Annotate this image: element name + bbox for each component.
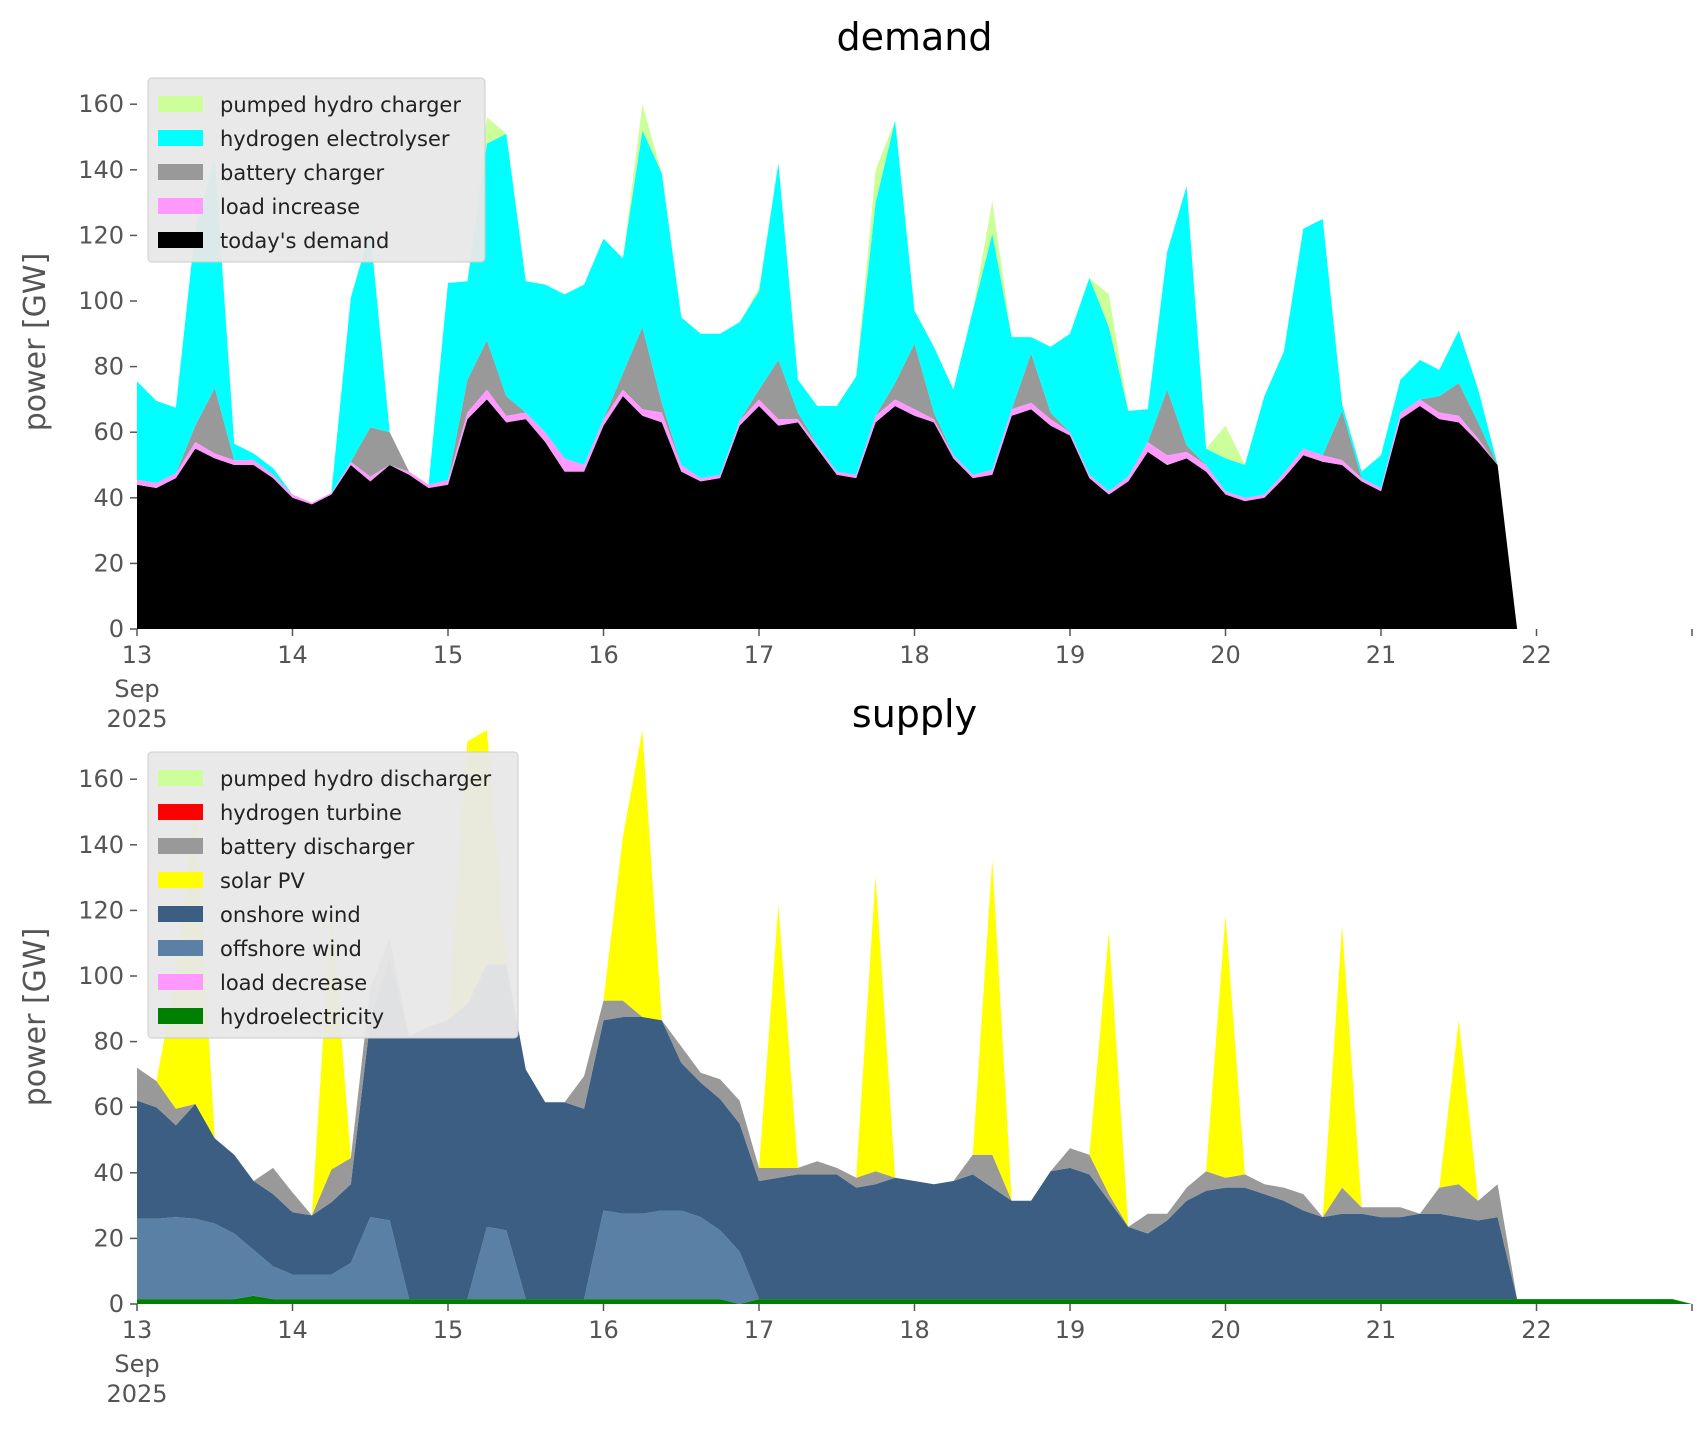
x-tick-label: 15 bbox=[433, 641, 464, 669]
y-tick-label: 160 bbox=[78, 90, 124, 118]
area-onshore-wind bbox=[137, 958, 1692, 1304]
y-tick-label: 20 bbox=[93, 549, 124, 577]
y-tick-label: 160 bbox=[78, 765, 124, 793]
legend-swatch-today-s-demand bbox=[158, 232, 203, 248]
supply-panel: supply 0 20 40 60 80 100 120 140 160 power [GW] 13 S… bbox=[18, 692, 1693, 1408]
legend-swatch-onshore-wind bbox=[158, 906, 203, 922]
y-tick-label: 120 bbox=[78, 896, 124, 924]
y-tick-label: 100 bbox=[78, 287, 124, 315]
x-tick-label: 22 bbox=[1521, 641, 1552, 669]
y-tick-label: 120 bbox=[78, 221, 124, 249]
area-hydroelectricity bbox=[137, 1295, 1692, 1304]
x-tick-label: 21 bbox=[1366, 641, 1397, 669]
x-tick-label: 18 bbox=[899, 1316, 930, 1344]
legend-label-solar-pv: solar PV bbox=[220, 869, 305, 893]
y-axis: 0 20 40 60 80 100 120 140 160 bbox=[78, 765, 137, 1318]
legend-box bbox=[147, 77, 486, 263]
legend-label-battery-charger: battery charger bbox=[220, 161, 385, 185]
legend-swatch-hydrogen-electrolyser bbox=[158, 130, 203, 146]
legend: pumped hydro discharger hydrogen turbine b… bbox=[147, 751, 519, 1039]
series-areas bbox=[137, 730, 1692, 1304]
area-hydrogen-electrolyser bbox=[137, 120, 1692, 629]
x-tick-label: 20 bbox=[1210, 1316, 1241, 1344]
y-tick-label: 140 bbox=[78, 831, 124, 859]
legend-label-hydrogen-electrolyser: hydrogen electrolyser bbox=[220, 127, 450, 151]
legend-swatch-hydrogen-turbine bbox=[158, 804, 203, 820]
legend-swatch-pumped-hydro-charger bbox=[158, 96, 203, 112]
legend-label-pumped-hydro-charger: pumped hydro charger bbox=[220, 93, 461, 117]
area-load-increase bbox=[137, 389, 1692, 629]
chart-title: demand bbox=[836, 15, 992, 59]
x-tick-label: 17 bbox=[744, 641, 775, 669]
area-battery-charger bbox=[137, 327, 1692, 629]
x-tick-label: 22 bbox=[1521, 1316, 1552, 1344]
chart-title: supply bbox=[852, 692, 977, 736]
legend-swatch-hydroelectricity bbox=[158, 1008, 203, 1024]
x-tick-label: 20 bbox=[1210, 641, 1241, 669]
x-tick-sublabel: Sep bbox=[114, 675, 159, 703]
legend-label-load-decrease: load decrease bbox=[220, 971, 367, 995]
y-tick-label: 100 bbox=[78, 962, 124, 990]
y-tick-label: 40 bbox=[93, 484, 124, 512]
x-tick-label: 16 bbox=[588, 641, 619, 669]
legend-swatch-solar-pv bbox=[158, 872, 203, 888]
demand-panel: demand 0 20 40 60 80 100 120 140 160 power [GW] 13 S… bbox=[18, 15, 1693, 733]
area-today-s-demand bbox=[137, 396, 1692, 629]
legend-label-onshore-wind: onshore wind bbox=[220, 903, 361, 927]
series-areas bbox=[137, 104, 1692, 629]
legend-label-hydrogen-turbine: hydrogen turbine bbox=[220, 801, 402, 825]
legend-label-battery-discharger: battery discharger bbox=[220, 835, 415, 859]
y-axis: 0 20 40 60 80 100 120 140 160 bbox=[78, 90, 137, 643]
x-tick-label: 14 bbox=[277, 641, 308, 669]
x-tick-sublabel: 2025 bbox=[106, 705, 167, 733]
legend-label-load-increase: load increase bbox=[220, 195, 360, 219]
y-axis-label: power [GW] bbox=[18, 928, 53, 1107]
y-tick-label: 40 bbox=[93, 1159, 124, 1187]
x-tick-label: 18 bbox=[899, 641, 930, 669]
legend-swatch-offshore-wind bbox=[158, 940, 203, 956]
area-offshore-wind bbox=[137, 1210, 1692, 1304]
x-tick-label: 14 bbox=[277, 1316, 308, 1344]
y-tick-label: 80 bbox=[93, 353, 124, 381]
legend-label-hydroelectricity: hydroelectricity bbox=[220, 1005, 384, 1029]
x-tick-sublabel: 2025 bbox=[106, 1380, 167, 1408]
x-tick-label: 19 bbox=[1055, 641, 1086, 669]
legend-label-offshore-wind: offshore wind bbox=[220, 937, 362, 961]
x-tick-label: 16 bbox=[588, 1316, 619, 1344]
legend-swatch-pumped-hydro-discharger bbox=[158, 770, 203, 786]
y-tick-label: 140 bbox=[78, 156, 124, 184]
x-tick-label: 21 bbox=[1366, 1316, 1397, 1344]
x-tick-label: 13 bbox=[122, 641, 153, 669]
legend-swatch-battery-discharger bbox=[158, 838, 203, 854]
legend-box bbox=[147, 751, 519, 1039]
legend-swatch-battery-charger bbox=[158, 164, 203, 180]
legend: pumped hydro charger hydrogen electrolyse… bbox=[147, 77, 486, 263]
x-tick-label: 13 bbox=[122, 1316, 153, 1344]
x-tick-label: 17 bbox=[744, 1316, 775, 1344]
legend-swatch-load-decrease bbox=[158, 974, 203, 990]
legend-label-pumped-hydro-discharger: pumped hydro discharger bbox=[220, 767, 491, 791]
legend-label-today-s-demand: today's demand bbox=[220, 229, 389, 253]
y-tick-label: 20 bbox=[93, 1224, 124, 1252]
x-tick-label: 15 bbox=[433, 1316, 464, 1344]
legend-swatch-load-increase bbox=[158, 198, 203, 214]
y-tick-label: 60 bbox=[93, 418, 124, 446]
x-tick-label: 19 bbox=[1055, 1316, 1086, 1344]
y-tick-label: 0 bbox=[109, 1290, 124, 1318]
y-axis-label: power [GW] bbox=[18, 253, 53, 432]
y-tick-label: 60 bbox=[93, 1093, 124, 1121]
y-tick-label: 0 bbox=[109, 615, 124, 643]
y-tick-label: 80 bbox=[93, 1028, 124, 1056]
x-tick-sublabel: Sep bbox=[114, 1350, 159, 1378]
